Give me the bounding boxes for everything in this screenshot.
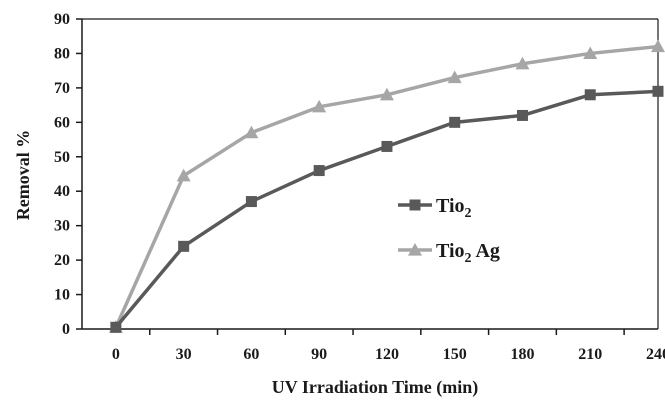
x-tick-label: 60 [243,346,259,363]
x-tick-label: 90 [311,346,327,363]
y-tick-label: 30 [54,218,70,235]
x-tick-label: 210 [578,346,602,363]
axes [82,19,658,329]
y-tick-label: 90 [54,11,70,28]
series-0 [110,86,663,333]
y-tick-label: 60 [54,114,70,131]
series-line [116,91,658,327]
y-tick-label: 80 [54,45,70,62]
y-tick-label: 0 [62,321,70,338]
y-axis-ticks: 0 10 20 30 40 50 60 70 80 90 [54,11,82,338]
x-axis-ticks: 0 30 60 90 120 150 180 210 240 [112,329,665,363]
y-tick-label: 20 [54,252,70,269]
x-tick-label: 120 [375,346,399,363]
data-point-square [449,117,460,128]
y-tick-label: 10 [54,287,70,304]
series-layer [109,40,665,333]
data-point-square [110,322,121,333]
x-tick-label: 30 [176,346,192,363]
x-tick-label: 240 [646,346,665,363]
data-point-square [517,110,528,121]
legend-entry: Tio2 [398,195,472,221]
x-tick-label: 150 [443,346,467,363]
data-point-square [585,89,596,100]
data-point-square [246,196,257,207]
series-1 [109,40,665,333]
data-point-square [653,86,664,97]
legend-label: Tio2 [436,195,472,221]
data-point-square [381,141,392,152]
x-tick-label: 0 [112,346,120,363]
x-axis-label: UV Irradiation Time (min) [272,377,479,398]
y-tick-label: 70 [54,80,70,97]
y-axis-label: Removal % [13,130,33,220]
legend: Tio2 Tio2 Ag [398,195,500,266]
data-point-square [178,241,189,252]
legend-label: Tio2 Ag [436,240,500,266]
x-tick-label: 180 [510,346,534,363]
legend-marker [410,200,421,211]
y-tick-label: 50 [54,149,70,166]
legend-entry: Tio2 Ag [398,240,500,266]
y-tick-label: 40 [54,183,70,200]
data-point-square [314,165,325,176]
